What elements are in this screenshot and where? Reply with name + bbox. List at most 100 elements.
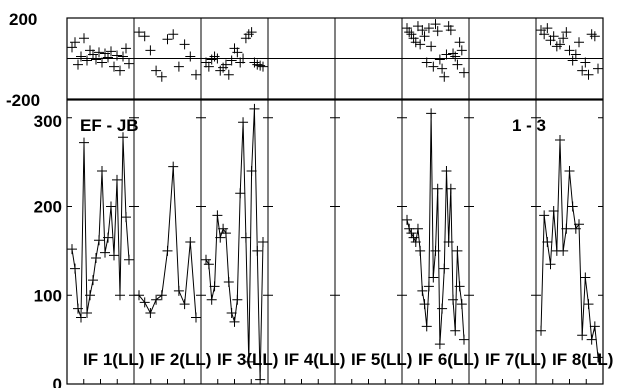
phase-point <box>430 19 441 30</box>
phase-point <box>124 58 134 69</box>
phase-tick-label-bottom: -200 <box>6 91 40 110</box>
amplitude-point <box>203 259 214 270</box>
panel-label: IF 6(LL) <box>418 350 479 369</box>
amplitude-point <box>542 237 553 247</box>
phase-point <box>82 55 92 66</box>
amplitude-point <box>85 290 95 301</box>
amplitude-point <box>240 232 251 243</box>
phase-point <box>577 65 588 76</box>
phase-point <box>67 42 77 53</box>
amplitude-point <box>226 308 237 318</box>
amplitude-point <box>439 263 450 274</box>
amplitude-point <box>206 294 217 305</box>
phase-point <box>156 71 167 82</box>
amplitude-point <box>185 237 196 247</box>
phase-point <box>406 29 417 40</box>
amplitude-point <box>238 117 249 128</box>
amplitude-point <box>215 232 226 243</box>
amplitude-point <box>232 294 243 305</box>
phase-point <box>548 31 559 42</box>
panel-label: IF 3(LL) <box>217 350 278 369</box>
amplitude-point <box>548 205 559 216</box>
amplitude-point <box>404 223 415 234</box>
phase-point <box>229 43 240 54</box>
phase-point <box>583 69 594 80</box>
phase-point <box>79 33 89 44</box>
amplitude-point <box>91 252 101 263</box>
phase-point <box>139 31 150 42</box>
amplitude-point <box>434 339 445 350</box>
phase-point <box>402 23 412 34</box>
panel-label: IF 2(LL) <box>150 350 211 369</box>
baseline-label: EF - JB <box>80 116 139 135</box>
phase-point <box>423 23 434 34</box>
phase-point <box>558 33 569 44</box>
phase-point <box>97 57 107 68</box>
data-layer <box>67 19 603 385</box>
phase-point <box>134 27 144 38</box>
phase-point <box>437 63 448 74</box>
amplitude-point <box>583 299 594 310</box>
amplitude-point <box>586 334 597 345</box>
phase-point <box>109 61 119 72</box>
phase-point <box>441 49 452 60</box>
amplitude-point <box>441 166 452 176</box>
amplitude-tick-label: 200 <box>34 198 62 217</box>
amplitude-point <box>419 299 430 310</box>
amplitude-point <box>88 275 98 286</box>
phase-point <box>112 50 122 61</box>
amplitude-point <box>454 281 465 292</box>
phase-point <box>567 55 578 66</box>
phase-point <box>459 67 469 78</box>
amplitude-point <box>417 285 428 296</box>
phase-point <box>103 52 113 63</box>
amplitude-point <box>421 321 432 332</box>
phase-point <box>88 49 98 60</box>
phase-point <box>570 49 581 60</box>
amplitude-point <box>79 137 89 148</box>
phase-point <box>432 26 443 37</box>
amplitude-point <box>561 223 572 234</box>
panel-label: IF 8(LL) <box>552 350 613 369</box>
label-layer: 200 -200 300 200 100 0 EF - JB 1 - 3 IF 1(LL) IF … <box>6 10 613 388</box>
amplitude-point <box>106 201 116 212</box>
phase-point <box>252 59 263 70</box>
amplitude-point <box>249 103 260 114</box>
amplitude-point <box>246 166 257 176</box>
amplitude-point <box>574 219 584 230</box>
amplitude-point <box>406 228 417 239</box>
amplitude-point <box>255 374 266 385</box>
amplitude-point <box>428 272 439 283</box>
phase-point <box>450 51 461 62</box>
phase-point <box>417 25 428 36</box>
phase-point <box>415 39 426 50</box>
phase-point <box>162 34 173 45</box>
amplitude-point <box>70 263 80 274</box>
amplitude-point <box>115 290 125 301</box>
phase-point <box>555 39 565 50</box>
amplitude-point <box>156 290 167 301</box>
amplitude-point <box>173 285 184 296</box>
phase-point <box>238 53 249 64</box>
phase-point <box>151 65 162 76</box>
amplitude-point <box>67 244 77 255</box>
grid-layer <box>67 18 603 385</box>
amplitude-tick-label: 0 <box>53 375 62 388</box>
amplitude-point <box>103 232 113 243</box>
phase-point <box>145 45 156 56</box>
amplitude-tick-label: 300 <box>34 112 62 131</box>
amplitude-point <box>564 166 575 176</box>
phase-point <box>426 41 437 52</box>
amplitude-point <box>408 232 419 243</box>
amplitude-point <box>201 254 211 265</box>
phase-point <box>70 37 80 48</box>
amplitude-point <box>450 325 461 336</box>
amplitude-point <box>151 294 162 305</box>
amplitude-point <box>76 312 86 323</box>
phase-point <box>258 61 268 72</box>
phase-point <box>179 39 190 50</box>
amplitude-point <box>73 303 83 314</box>
phase-point <box>408 33 419 44</box>
amplitude-point <box>212 210 223 221</box>
